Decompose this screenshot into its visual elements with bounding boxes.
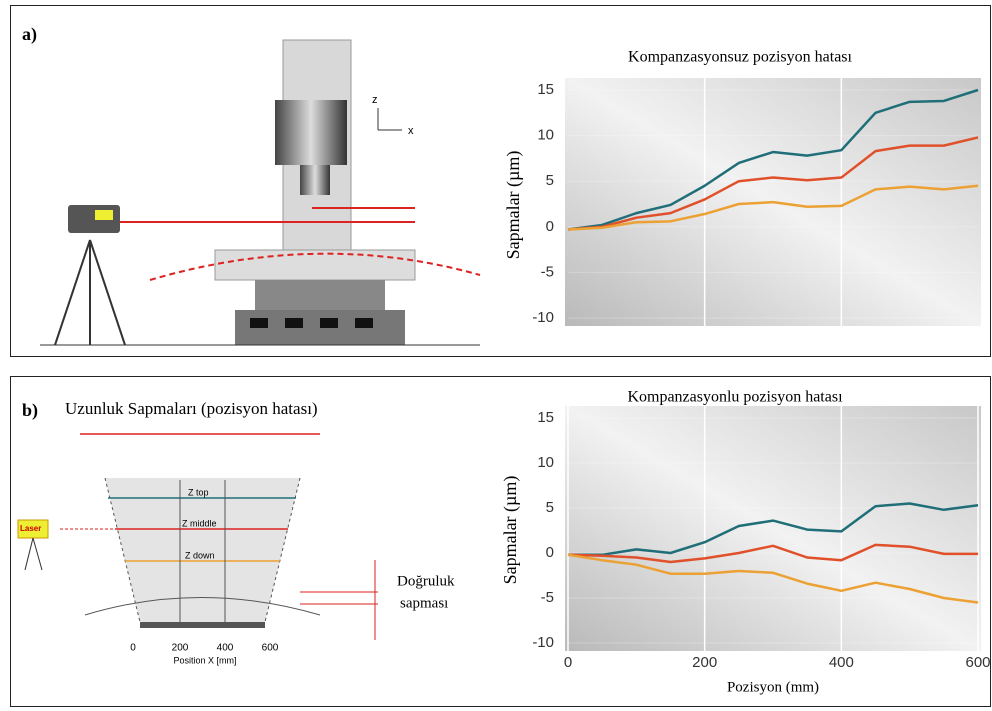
x-axis-label: Pozisyon (mm) — [727, 679, 819, 695]
level-label: Z middle — [182, 518, 217, 528]
scale-title: Position X [mm] — [173, 655, 236, 665]
x-tick-label: 0 — [564, 654, 572, 671]
plot-background — [565, 406, 981, 651]
y-tick-label: -5 — [541, 589, 554, 606]
x-tick-label: 400 — [829, 654, 854, 671]
y-tick-label: 15 — [537, 81, 554, 98]
chart-title: Kompanzasyonlu pozisyon hatası — [627, 389, 843, 406]
scale-tick: 600 — [262, 643, 279, 654]
y-tick-label: -10 — [532, 309, 554, 326]
page: a) b) z x Uzunluk Sapmaları (pozisyon ha… — [0, 0, 992, 711]
measurement-illustration — [18, 434, 378, 640]
y-tick-label: 0 — [546, 544, 554, 561]
scale-tick: 0 — [130, 643, 136, 654]
level-label: Z down — [185, 550, 215, 560]
scale-tick: 200 — [172, 643, 189, 654]
level-label: Z top — [188, 487, 209, 497]
x-tick-label: 200 — [692, 654, 717, 671]
y-tick-label: -10 — [532, 634, 554, 651]
y-tick-label: 5 — [546, 499, 554, 516]
y-axis-label: Sapmalar (µm) — [500, 476, 521, 585]
y-tick-label: 5 — [546, 172, 554, 189]
axis-letter: x — [408, 125, 414, 137]
chart-title: Kompanzasyonsuz pozisyon hatası — [628, 49, 853, 66]
panel-label: b) — [22, 400, 38, 421]
note: Doğruluk — [397, 573, 455, 589]
machine-illustration — [40, 40, 480, 345]
figure: a) b) z x Uzunluk Sapmaları (pozisyon ha… — [0, 0, 992, 711]
axis-letter: z — [372, 94, 378, 106]
y-tick-label: 10 — [537, 454, 554, 471]
scale-tick: 400 — [217, 643, 234, 654]
y-tick-label: 15 — [537, 409, 554, 426]
y-tick-label: 0 — [546, 218, 554, 235]
y-axis-label: Sapmalar (µm) — [503, 151, 524, 260]
panel-heading: Uzunluk Sapmaları (pozisyon hatası) — [65, 399, 318, 418]
y-tick-label: 10 — [537, 127, 554, 144]
panel-label: a) — [22, 24, 37, 45]
x-tick-label: 600 — [965, 654, 990, 671]
laser-label: Laser — [20, 524, 41, 533]
y-tick-label: -5 — [541, 263, 554, 280]
note: sapması — [400, 595, 448, 611]
